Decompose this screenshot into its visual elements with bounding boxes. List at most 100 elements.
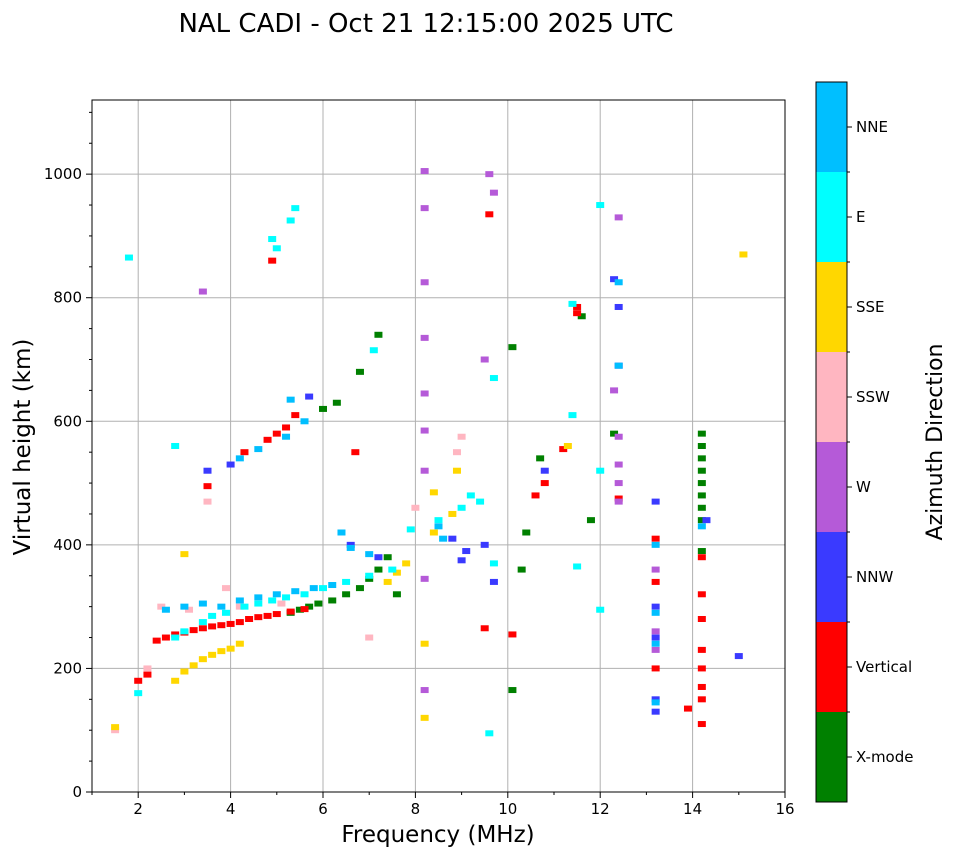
echo-point	[489, 189, 498, 196]
echo-point	[388, 566, 397, 573]
echo-point	[559, 446, 568, 453]
echo-point	[217, 622, 226, 629]
echo-point	[332, 399, 341, 406]
echo-point	[402, 560, 411, 567]
echo-point	[383, 578, 392, 585]
echo-point	[568, 300, 577, 307]
echo-point	[305, 393, 314, 400]
y-axis-label: Virtual height (km)	[10, 339, 36, 556]
echo-point	[610, 430, 619, 437]
echo-point	[586, 517, 595, 524]
echo-point	[697, 455, 706, 462]
colorbar-tick-label: W	[856, 478, 871, 496]
colorbar-tick-label: X-mode	[856, 748, 913, 766]
echo-point	[143, 671, 152, 678]
echo-point	[614, 461, 623, 468]
echo-point	[346, 544, 355, 551]
echo-point	[457, 557, 466, 564]
echo-point	[614, 433, 623, 440]
echo-point	[198, 656, 207, 663]
echo-point	[697, 696, 706, 703]
echo-point	[651, 609, 660, 616]
data-points	[111, 168, 748, 737]
echo-point	[374, 566, 383, 573]
echo-point	[171, 677, 180, 684]
echo-point	[134, 690, 143, 697]
echo-point	[563, 443, 572, 449]
echo-point	[651, 634, 660, 641]
colorbar-tick-label: NNW	[856, 568, 893, 586]
echo-point	[480, 541, 489, 548]
echo-point	[226, 645, 235, 652]
echo-point	[291, 205, 300, 212]
colorbar-tick-label: Vertical	[856, 658, 912, 676]
echo-point	[439, 535, 448, 542]
echo-point	[208, 651, 217, 658]
echo-point	[573, 563, 582, 570]
echo-point	[697, 616, 706, 622]
echo-point	[272, 591, 281, 598]
echo-point	[448, 535, 457, 542]
echo-point	[208, 623, 217, 630]
echo-point	[282, 433, 291, 440]
echo-point	[392, 591, 401, 598]
echo-point	[171, 631, 180, 638]
echo-point	[573, 310, 582, 317]
echo-point	[319, 405, 327, 412]
echo-point	[221, 585, 230, 592]
echo-point	[614, 480, 623, 487]
echo-point	[531, 492, 540, 499]
echo-point	[420, 168, 429, 175]
echo-point	[489, 560, 498, 567]
y-tick-label: 400	[53, 536, 82, 554]
echo-point	[180, 603, 189, 610]
x-tick-label: 6	[318, 800, 328, 818]
echo-point	[111, 724, 120, 731]
x-tick-label: 8	[411, 800, 421, 818]
echo-point	[536, 455, 545, 462]
echo-point	[697, 646, 706, 653]
echo-point	[272, 245, 281, 252]
colorbar-tick-label: NNE	[856, 118, 888, 136]
echo-point	[610, 276, 619, 283]
echo-point	[697, 480, 706, 487]
chart-title: NAL CADI - Oct 21 12:15:00 2025 UTC	[178, 9, 673, 39]
echo-point	[198, 619, 207, 626]
echo-point	[314, 600, 323, 607]
echo-point	[697, 548, 706, 555]
echo-point	[420, 467, 429, 474]
grid-lines	[92, 100, 785, 792]
echo-point	[434, 517, 443, 524]
echo-point	[235, 597, 244, 604]
echo-point	[342, 578, 351, 585]
echo-point	[337, 529, 346, 536]
echo-point	[651, 665, 660, 672]
echo-point	[355, 368, 364, 375]
echo-point	[406, 526, 415, 533]
echo-point	[392, 569, 401, 576]
echo-point	[434, 523, 443, 530]
echo-point	[346, 541, 355, 548]
echo-point	[300, 591, 309, 598]
echo-point	[189, 627, 198, 634]
echo-point	[295, 606, 304, 613]
echo-point	[374, 554, 383, 561]
echo-point	[272, 611, 281, 618]
echo-point	[697, 523, 706, 530]
echo-point	[462, 548, 471, 555]
echo-point	[448, 510, 457, 517]
echo-point	[508, 687, 517, 694]
echo-point	[457, 504, 466, 511]
echo-point	[180, 668, 189, 675]
echo-point	[263, 612, 272, 619]
echo-point	[309, 585, 318, 592]
echo-point	[540, 480, 549, 487]
echo-point	[277, 600, 286, 607]
echo-point	[683, 705, 692, 712]
x-tick-label: 2	[133, 800, 143, 818]
colorbar-tick-label: SSW	[856, 388, 890, 406]
echo-point	[161, 634, 170, 641]
x-tick-label: 10	[498, 800, 517, 818]
echo-point	[697, 430, 706, 437]
y-tick-label: 800	[53, 289, 82, 307]
